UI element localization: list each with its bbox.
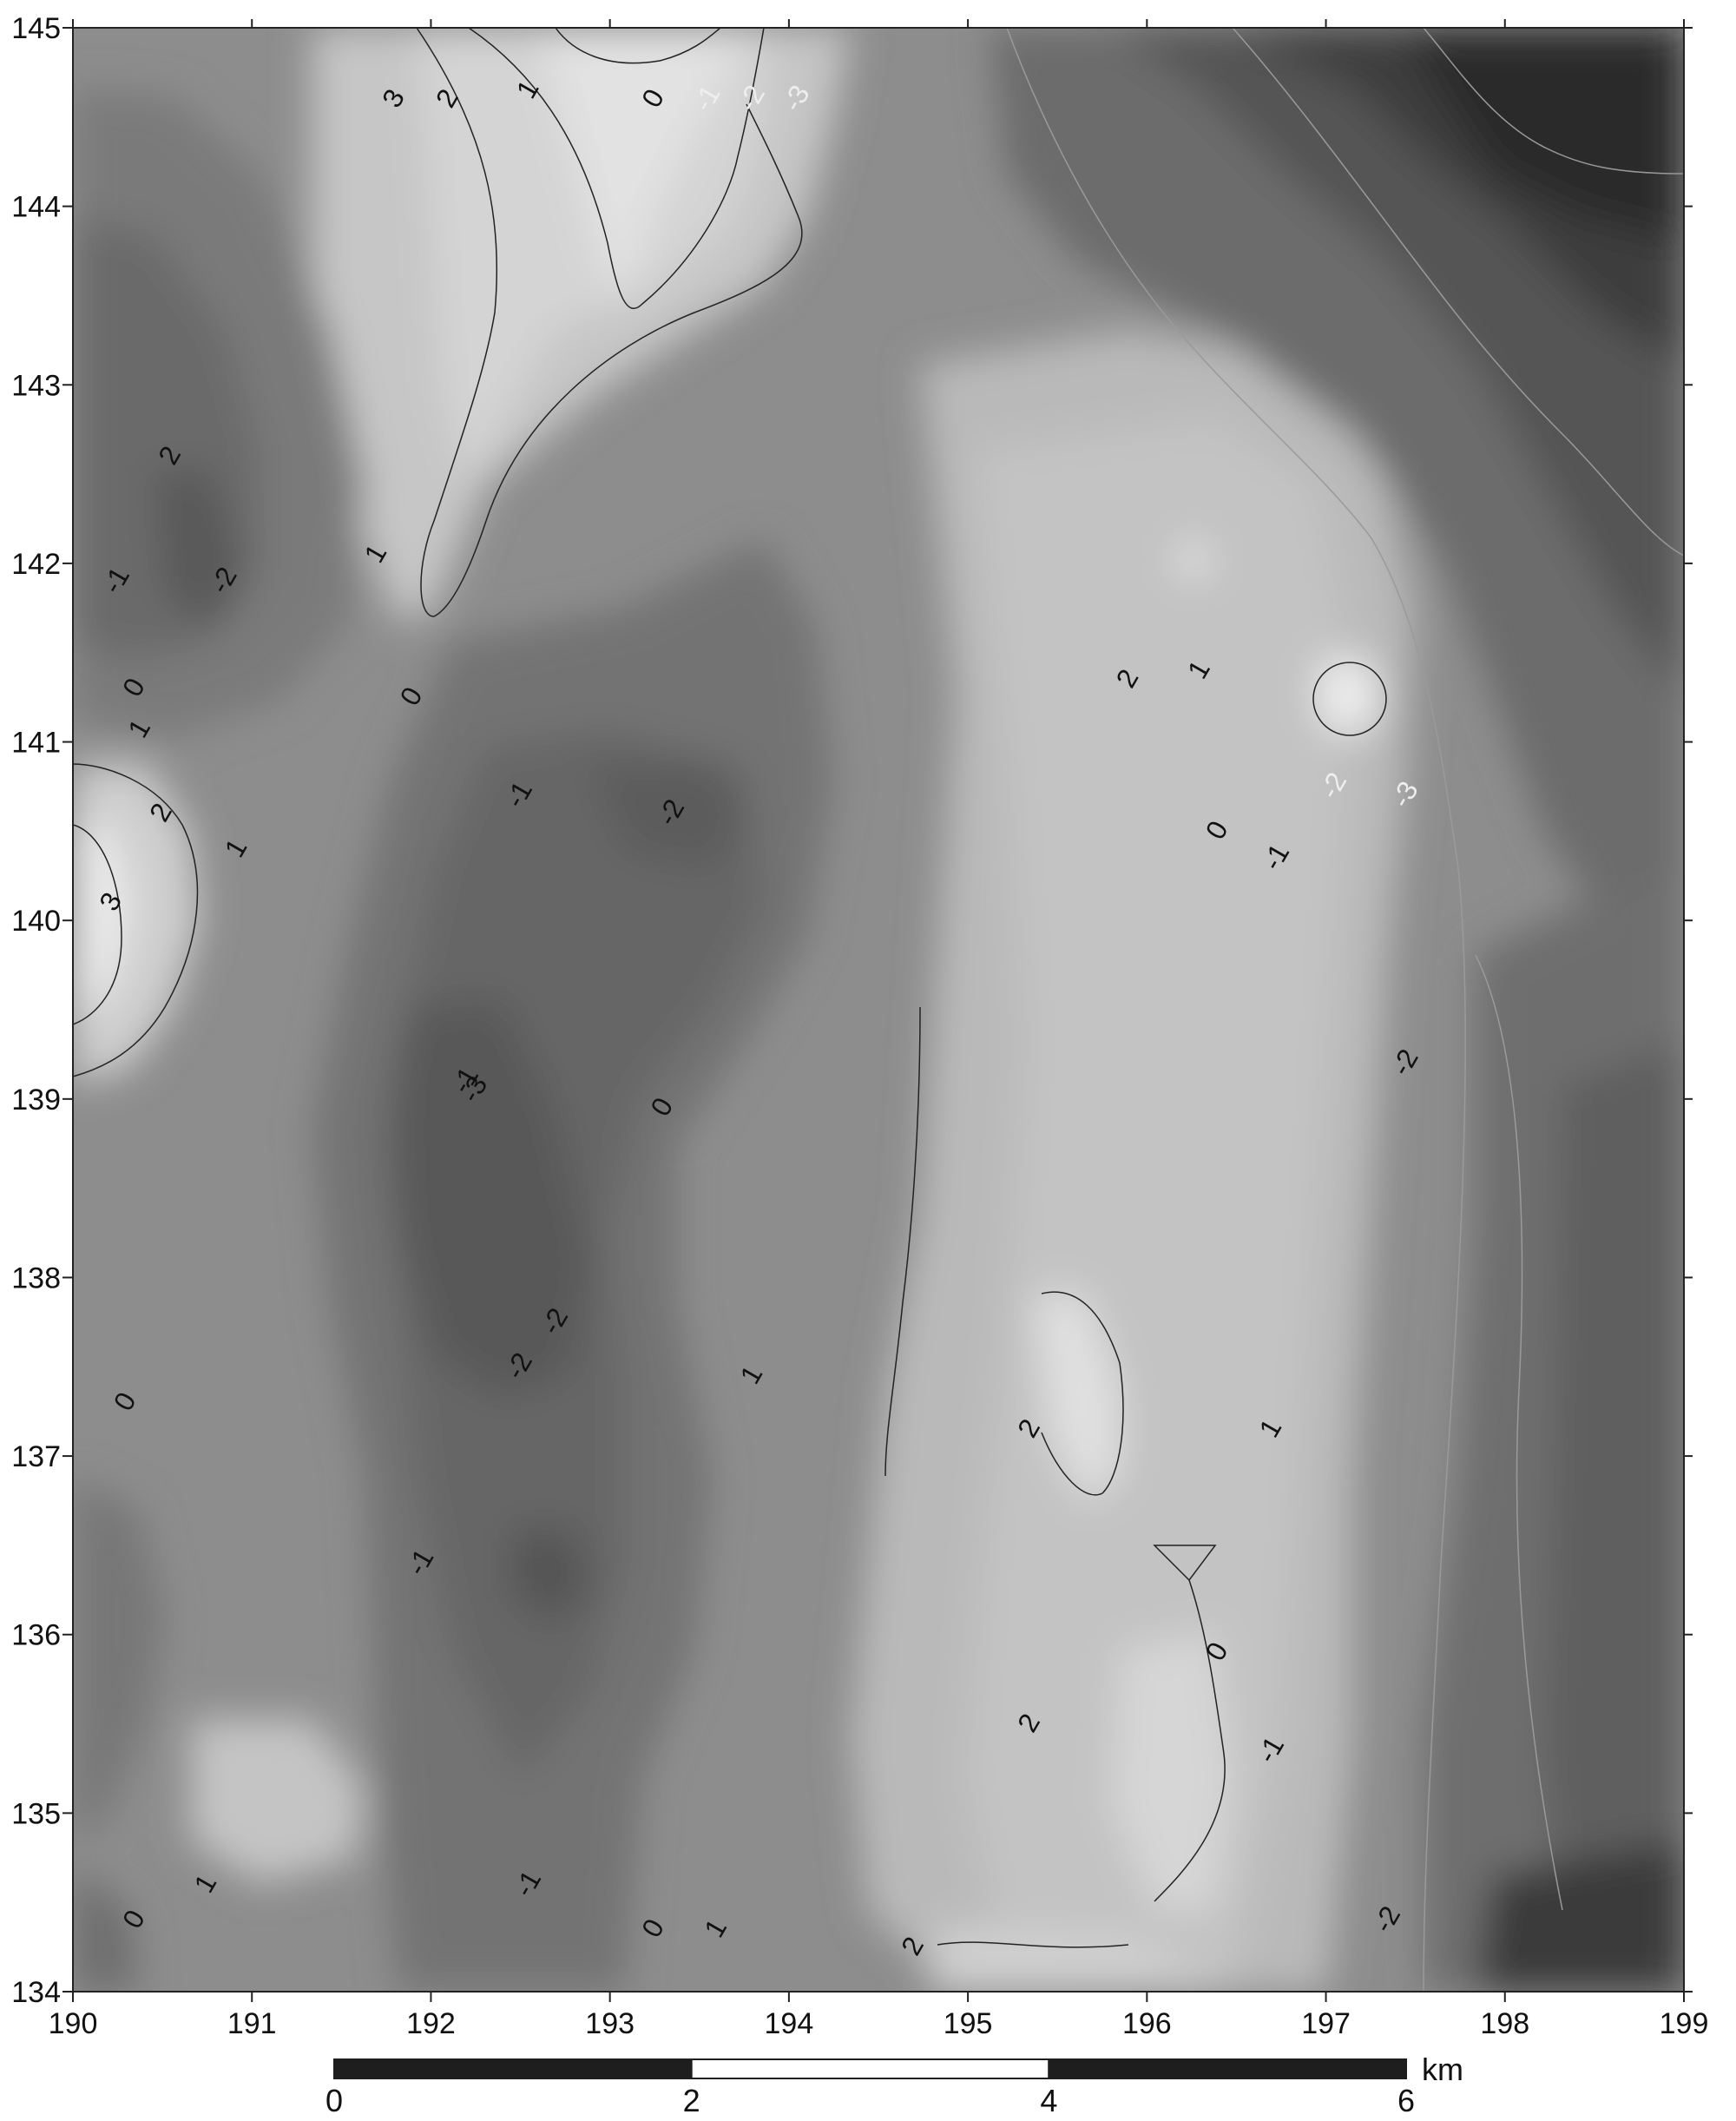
scale-bar-unit: km xyxy=(1422,2052,1463,2087)
x-tick-label: 190 xyxy=(49,2007,98,2040)
x-tick-label: 197 xyxy=(1301,2007,1351,2040)
y-tick-label: 136 xyxy=(11,1619,61,1652)
x-tick-label: 191 xyxy=(227,2007,277,2040)
x-tick-label: 192 xyxy=(406,2007,456,2040)
y-tick-label: 134 xyxy=(11,1976,61,2009)
light-contour-lines xyxy=(1006,28,1684,1992)
scale-bar-tick-label: 6 xyxy=(1397,2083,1415,2118)
scale-bar-tick-label: 4 xyxy=(1040,2083,1057,2118)
y-tick-label: 140 xyxy=(11,905,61,938)
y-tick-label: 145 xyxy=(11,12,61,45)
x-tick-label: 199 xyxy=(1660,2007,1709,2040)
x-tick-label: 198 xyxy=(1480,2007,1529,2040)
y-tick-label: 143 xyxy=(11,369,61,402)
scale-bar-segment xyxy=(333,2058,693,2079)
scale-bar-tick-label: 2 xyxy=(683,2083,700,2118)
y-axis: 145 144 143 142 141 140 139 138 137 136 135 134 xyxy=(11,12,1693,2009)
y-tick-label: 138 xyxy=(11,1261,61,1294)
x-tick-label: 193 xyxy=(585,2007,635,2040)
x-axis: 190 191 192 193 194 195 196 197 198 199 xyxy=(49,19,1709,2040)
x-tick-label: 194 xyxy=(765,2007,814,2040)
y-tick-label: 141 xyxy=(11,727,61,760)
scale-bar: 0 2 4 6km xyxy=(326,2052,1463,2118)
scale-bar-segment xyxy=(1048,2058,1408,2079)
y-tick-label: 135 xyxy=(11,1797,61,1830)
contour-field xyxy=(73,28,1684,1992)
y-tick-label: 144 xyxy=(11,191,61,224)
y-tick-label: 142 xyxy=(11,548,61,581)
x-tick-label: 196 xyxy=(1122,2007,1172,2040)
contour-lines xyxy=(73,28,1387,1948)
scale-bar-segment xyxy=(690,2058,1050,2079)
plot-frame xyxy=(72,27,1685,1993)
x-tick-label: 195 xyxy=(944,2007,993,2040)
y-tick-label: 137 xyxy=(11,1440,61,1473)
scale-bar-tick-label: 0 xyxy=(326,2083,343,2118)
y-tick-label: 139 xyxy=(11,1084,61,1116)
